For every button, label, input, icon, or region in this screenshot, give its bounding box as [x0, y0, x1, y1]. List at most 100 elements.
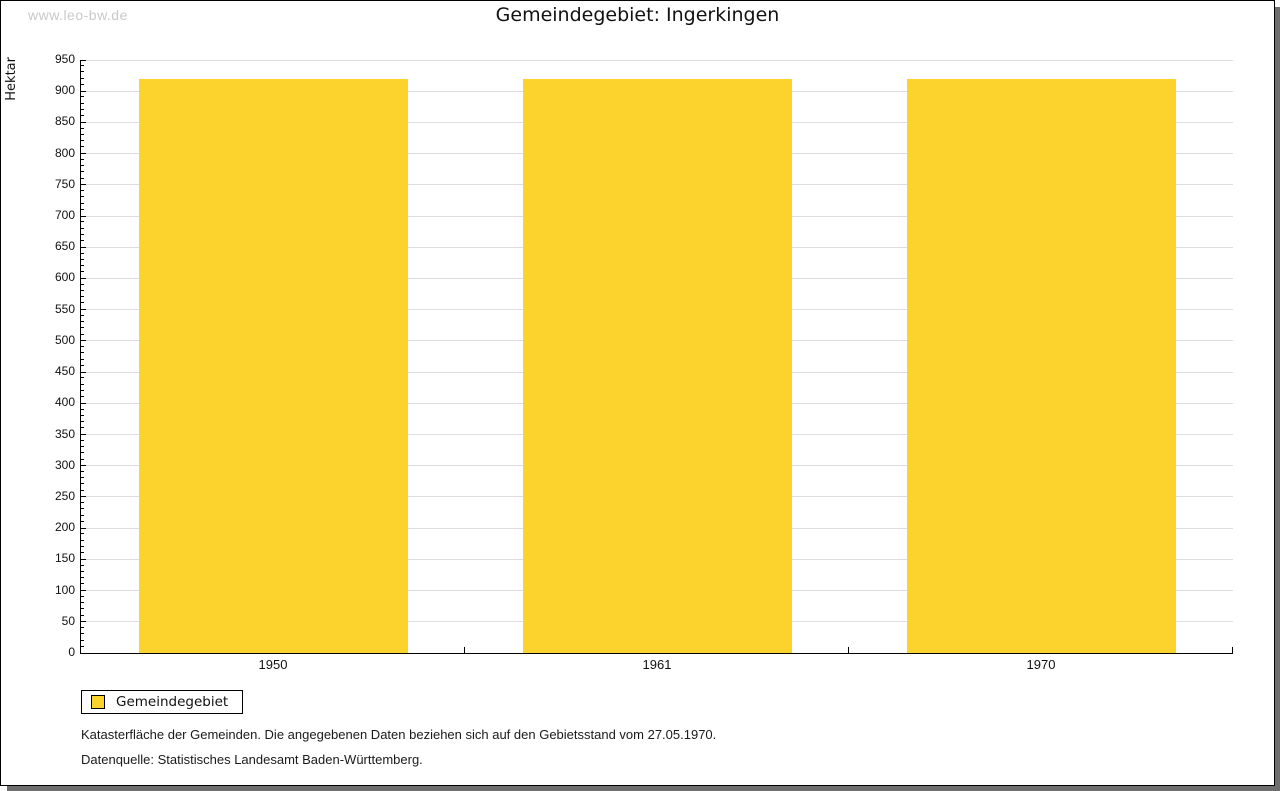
y-tick-label-400: 400 [54, 395, 75, 410]
y-tick-label-500: 500 [54, 332, 75, 347]
y-major-tick-600 [81, 277, 86, 279]
y-minor-tick [81, 421, 84, 423]
y-minor-tick [81, 614, 84, 616]
y-minor-tick [81, 133, 84, 135]
y-tick-label-300: 300 [54, 457, 75, 472]
y-minor-tick [81, 427, 84, 429]
x-category-label-1950: 1950 [258, 657, 288, 672]
y-minor-tick [81, 458, 84, 460]
y-major-tick-500 [81, 340, 86, 342]
y-minor-tick [81, 552, 84, 554]
y-tick-label-950: 950 [54, 52, 75, 66]
y-minor-tick [81, 271, 84, 273]
y-minor-tick [81, 483, 84, 485]
y-minor-tick [81, 533, 84, 535]
y-minor-tick [81, 639, 84, 641]
y-minor-tick [81, 539, 84, 541]
y-minor-tick [81, 570, 84, 572]
bar-1950 [138, 78, 408, 653]
y-minor-tick [81, 577, 84, 579]
y-minor-tick [81, 252, 84, 254]
y-minor-tick [81, 327, 84, 329]
y-minor-tick [81, 446, 84, 448]
y-major-tick-850 [81, 121, 86, 123]
y-major-tick-300 [81, 465, 86, 467]
y-tick-label-700: 700 [54, 208, 75, 223]
y-minor-tick [81, 296, 84, 298]
y-major-tick-100 [81, 590, 86, 592]
y-major-tick-700 [81, 215, 86, 217]
y-minor-tick [81, 389, 84, 391]
y-minor-tick [81, 377, 84, 379]
legend: Gemeindegebiet [81, 690, 244, 714]
y-minor-tick [81, 233, 84, 235]
y-major-tick-800 [81, 153, 86, 155]
y-minor-tick [81, 96, 84, 98]
x-boundary-tick-2 [848, 647, 849, 653]
y-tick-label-800: 800 [54, 145, 75, 160]
y-tick-label-650: 650 [54, 239, 75, 254]
footnote-datasource: Datenquelle: Statistisches Landesamt Bad… [81, 752, 423, 767]
y-minor-tick [81, 633, 84, 635]
y-minor-tick [81, 240, 84, 242]
y-minor-tick [81, 346, 84, 348]
y-minor-tick [81, 177, 84, 179]
y-minor-tick [81, 408, 84, 410]
x-category-label-1961: 1961 [642, 657, 672, 672]
y-minor-tick [81, 158, 84, 160]
chart-title: Gemeindegebiet: Ingerkingen [495, 4, 780, 26]
y-minor-tick [81, 470, 84, 472]
y-minor-tick [81, 564, 84, 566]
y-major-tick-900 [81, 90, 86, 92]
y-tick-label-50: 50 [61, 613, 75, 628]
bar-1961 [522, 78, 792, 653]
y-tick-label-450: 450 [54, 364, 75, 379]
y-minor-tick [81, 608, 84, 610]
y-minor-tick [81, 364, 84, 366]
y-minor-tick [81, 115, 84, 117]
y-minor-tick [81, 627, 84, 629]
y-minor-tick [81, 514, 84, 516]
y-minor-tick [81, 520, 84, 522]
y-tick-label-350: 350 [54, 426, 75, 441]
y-minor-tick [81, 414, 84, 416]
y-major-tick-350 [81, 434, 86, 436]
footnote-description: Katasterfläche der Gemeinden. Die angege… [81, 727, 717, 742]
y-minor-tick [81, 83, 84, 85]
y-tick-label-200: 200 [54, 520, 75, 535]
y-minor-tick [81, 502, 84, 504]
x-category-label-1970: 1970 [1026, 657, 1056, 672]
y-tick-label-850: 850 [54, 114, 75, 129]
y-minor-tick [81, 146, 84, 148]
watermark-text: www.leo-bw.de [28, 7, 128, 23]
y-minor-tick [81, 65, 84, 67]
y-minor-tick [81, 196, 84, 198]
y-minor-tick [81, 77, 84, 79]
y-minor-tick [81, 452, 84, 454]
y-minor-tick [81, 227, 84, 229]
y-minor-tick [81, 71, 84, 73]
plot-area: 0 50 100 150 200 250 300 350 400 450 500 550 600 650 7… [55, 52, 1233, 672]
y-minor-tick [81, 190, 84, 192]
y-major-tick-650 [81, 246, 86, 248]
x-boundary-tick-1 [464, 647, 465, 653]
y-minor-tick [81, 508, 84, 510]
y-major-tick-400 [81, 402, 86, 404]
y-minor-tick [81, 333, 84, 335]
gridline-950 [81, 59, 1233, 61]
bar-1970 [906, 78, 1176, 653]
y-minor-tick [81, 396, 84, 398]
y-tick-label-250: 250 [54, 488, 75, 503]
y-minor-tick [81, 208, 84, 210]
legend-label: Gemeindegebiet [116, 694, 229, 710]
y-major-tick-250 [81, 496, 86, 498]
y-tick-label-150: 150 [54, 551, 75, 566]
y-minor-tick [81, 545, 84, 547]
y-tick-label-600: 600 [54, 270, 75, 285]
y-minor-tick [81, 595, 84, 597]
y-tick-label-100: 100 [54, 582, 75, 597]
y-minor-tick [81, 602, 84, 604]
y-minor-tick [81, 321, 84, 323]
y-major-tick-200 [81, 527, 86, 529]
